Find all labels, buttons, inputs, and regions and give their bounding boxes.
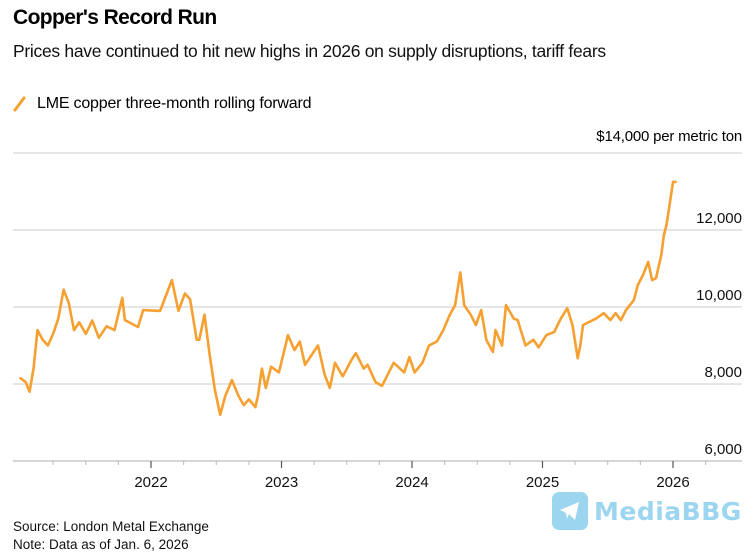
chart-title: Copper's Record Run [13, 6, 217, 29]
y-tick-label: 6,000 [704, 441, 742, 458]
chart-subtitle: Prices have continued to hit new highs i… [13, 41, 606, 61]
x-tick-label: 2024 [395, 474, 428, 491]
legend-label: LME copper three-month rolling forward [37, 95, 312, 112]
telegram-plane-icon [552, 492, 588, 530]
x-tick-label: 2026 [656, 474, 689, 491]
y-tick-label: 8,000 [704, 364, 742, 381]
x-tick-label: 2022 [134, 474, 167, 491]
series-line-lme-copper [19, 180, 677, 417]
data-date-note: Note: Data as of Jan. 6, 2026 [13, 537, 189, 552]
x-tick-label: 2023 [265, 474, 298, 491]
y-tick-label: 12,000 [696, 210, 742, 227]
legend: LME copper three-month rolling forward [13, 95, 312, 113]
source-note: Source: London Metal Exchange [13, 519, 209, 534]
watermark-text: MediaBBG [594, 496, 742, 526]
x-tick-label: 2025 [526, 474, 559, 491]
footer: Source: London Metal Exchange Note: Data… [13, 518, 209, 554]
legend-line-icon [13, 96, 26, 112]
y-axis-unit-label: $14,000 per metric ton [596, 128, 742, 145]
watermark: MediaBBG [552, 492, 742, 530]
y-tick-label: 10,000 [696, 287, 742, 304]
